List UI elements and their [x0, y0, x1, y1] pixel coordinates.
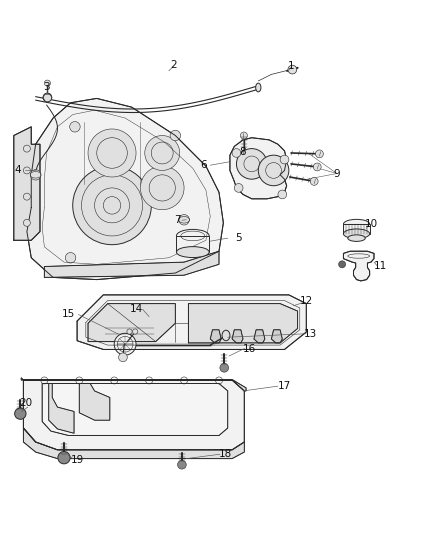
- Circle shape: [119, 353, 127, 362]
- Ellipse shape: [348, 235, 365, 241]
- Text: 19: 19: [71, 455, 84, 465]
- Circle shape: [44, 80, 50, 86]
- Text: 14: 14: [129, 304, 143, 314]
- Polygon shape: [23, 428, 244, 458]
- Text: 3: 3: [43, 82, 50, 92]
- Text: 6: 6: [201, 160, 207, 170]
- Polygon shape: [230, 138, 287, 199]
- Circle shape: [103, 197, 121, 214]
- Polygon shape: [232, 330, 243, 343]
- Circle shape: [95, 188, 130, 223]
- Circle shape: [179, 215, 189, 225]
- Circle shape: [88, 129, 136, 177]
- Text: 20: 20: [19, 398, 32, 408]
- Circle shape: [23, 220, 30, 227]
- Circle shape: [315, 150, 323, 158]
- Ellipse shape: [177, 247, 209, 257]
- Polygon shape: [21, 378, 246, 391]
- Polygon shape: [27, 99, 223, 280]
- Circle shape: [258, 155, 289, 185]
- Circle shape: [170, 130, 180, 141]
- Circle shape: [43, 93, 52, 102]
- Circle shape: [278, 190, 287, 199]
- Circle shape: [73, 166, 151, 245]
- Text: 11: 11: [374, 261, 387, 271]
- Text: 1: 1: [288, 61, 294, 71]
- Circle shape: [288, 65, 297, 74]
- Polygon shape: [254, 330, 265, 343]
- Ellipse shape: [177, 229, 209, 243]
- Bar: [343, 224, 370, 234]
- Polygon shape: [272, 330, 283, 343]
- Ellipse shape: [256, 83, 261, 92]
- Text: 9: 9: [334, 169, 340, 179]
- Text: 18: 18: [219, 449, 232, 459]
- Ellipse shape: [343, 220, 370, 229]
- Circle shape: [133, 329, 138, 334]
- Text: 10: 10: [364, 219, 378, 229]
- Circle shape: [23, 167, 30, 174]
- Circle shape: [65, 253, 76, 263]
- Polygon shape: [88, 304, 175, 342]
- Circle shape: [177, 461, 186, 469]
- Circle shape: [339, 261, 346, 268]
- Circle shape: [23, 193, 30, 200]
- Polygon shape: [14, 127, 40, 240]
- Circle shape: [141, 166, 184, 210]
- Text: 17: 17: [278, 381, 291, 391]
- Polygon shape: [79, 384, 110, 420]
- Text: 7: 7: [174, 215, 181, 225]
- Bar: [177, 236, 209, 252]
- Ellipse shape: [222, 330, 230, 341]
- Circle shape: [187, 231, 198, 241]
- Circle shape: [280, 155, 289, 164]
- Circle shape: [23, 145, 30, 152]
- Circle shape: [237, 149, 267, 179]
- Text: 12: 12: [300, 296, 313, 305]
- Polygon shape: [23, 380, 244, 450]
- Circle shape: [313, 163, 321, 171]
- Text: 5: 5: [235, 233, 242, 243]
- Polygon shape: [210, 330, 221, 343]
- Circle shape: [145, 135, 180, 171]
- Text: 16: 16: [243, 344, 256, 353]
- Circle shape: [114, 333, 136, 355]
- Polygon shape: [343, 251, 374, 281]
- Circle shape: [240, 132, 247, 139]
- Circle shape: [58, 451, 70, 464]
- Circle shape: [234, 183, 243, 192]
- Text: 15: 15: [62, 309, 75, 319]
- Polygon shape: [42, 384, 228, 435]
- Circle shape: [30, 169, 41, 180]
- Circle shape: [232, 149, 241, 157]
- Circle shape: [127, 329, 132, 334]
- Circle shape: [70, 122, 80, 132]
- Text: 8: 8: [240, 147, 246, 157]
- Polygon shape: [49, 384, 74, 433]
- Text: 13: 13: [304, 329, 317, 339]
- Circle shape: [14, 408, 26, 419]
- Ellipse shape: [343, 229, 370, 239]
- Polygon shape: [44, 251, 219, 277]
- Polygon shape: [188, 304, 297, 343]
- Text: 4: 4: [15, 165, 21, 175]
- Circle shape: [220, 364, 229, 372]
- Text: 2: 2: [170, 60, 177, 70]
- Circle shape: [310, 177, 318, 185]
- Polygon shape: [77, 295, 306, 350]
